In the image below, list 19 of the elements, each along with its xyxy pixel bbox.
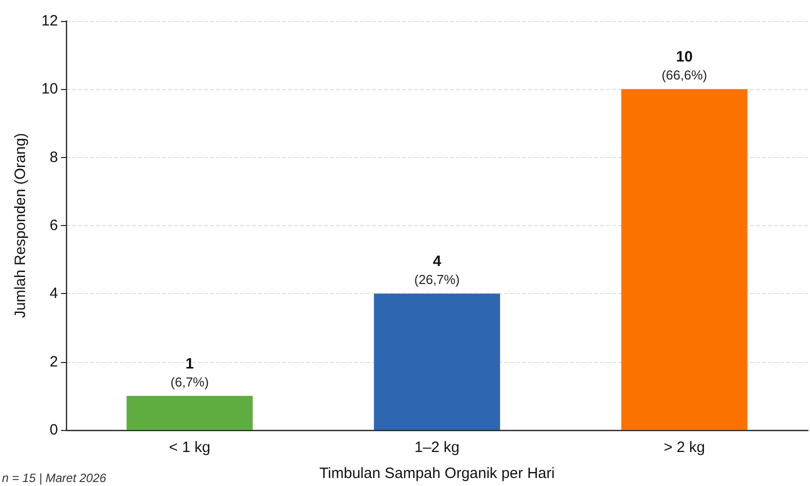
y-tick-label: 4 xyxy=(50,285,58,302)
data-label: 1 (6,7%) xyxy=(170,355,209,390)
data-label: 4 (26,7%) xyxy=(414,253,460,288)
bar xyxy=(374,294,500,430)
x-tick-label: < 1 kg xyxy=(169,439,210,456)
y-tick-label: 10 xyxy=(41,80,58,98)
y-tick-label: 6 xyxy=(50,217,58,234)
y-tick-label: 2 xyxy=(50,353,58,370)
bar xyxy=(621,89,748,430)
x-tick-label: 1–2 kg xyxy=(414,439,460,456)
y-tick-label: 8 xyxy=(50,148,58,166)
y-tick-label: 0 xyxy=(50,422,58,438)
bar xyxy=(126,396,253,430)
x-axis-title: Timbulan Sampah Organik per Hari xyxy=(319,465,555,482)
data-label: 10 (66,6%) xyxy=(662,48,708,83)
y-axis-title: Jumlah Responden (Orang) xyxy=(12,132,29,318)
x-tick-label: > 2 kg xyxy=(664,439,705,456)
text: n = 15 | Maret 2026 xyxy=(2,471,107,485)
y-tick-label: 12 xyxy=(41,12,58,30)
